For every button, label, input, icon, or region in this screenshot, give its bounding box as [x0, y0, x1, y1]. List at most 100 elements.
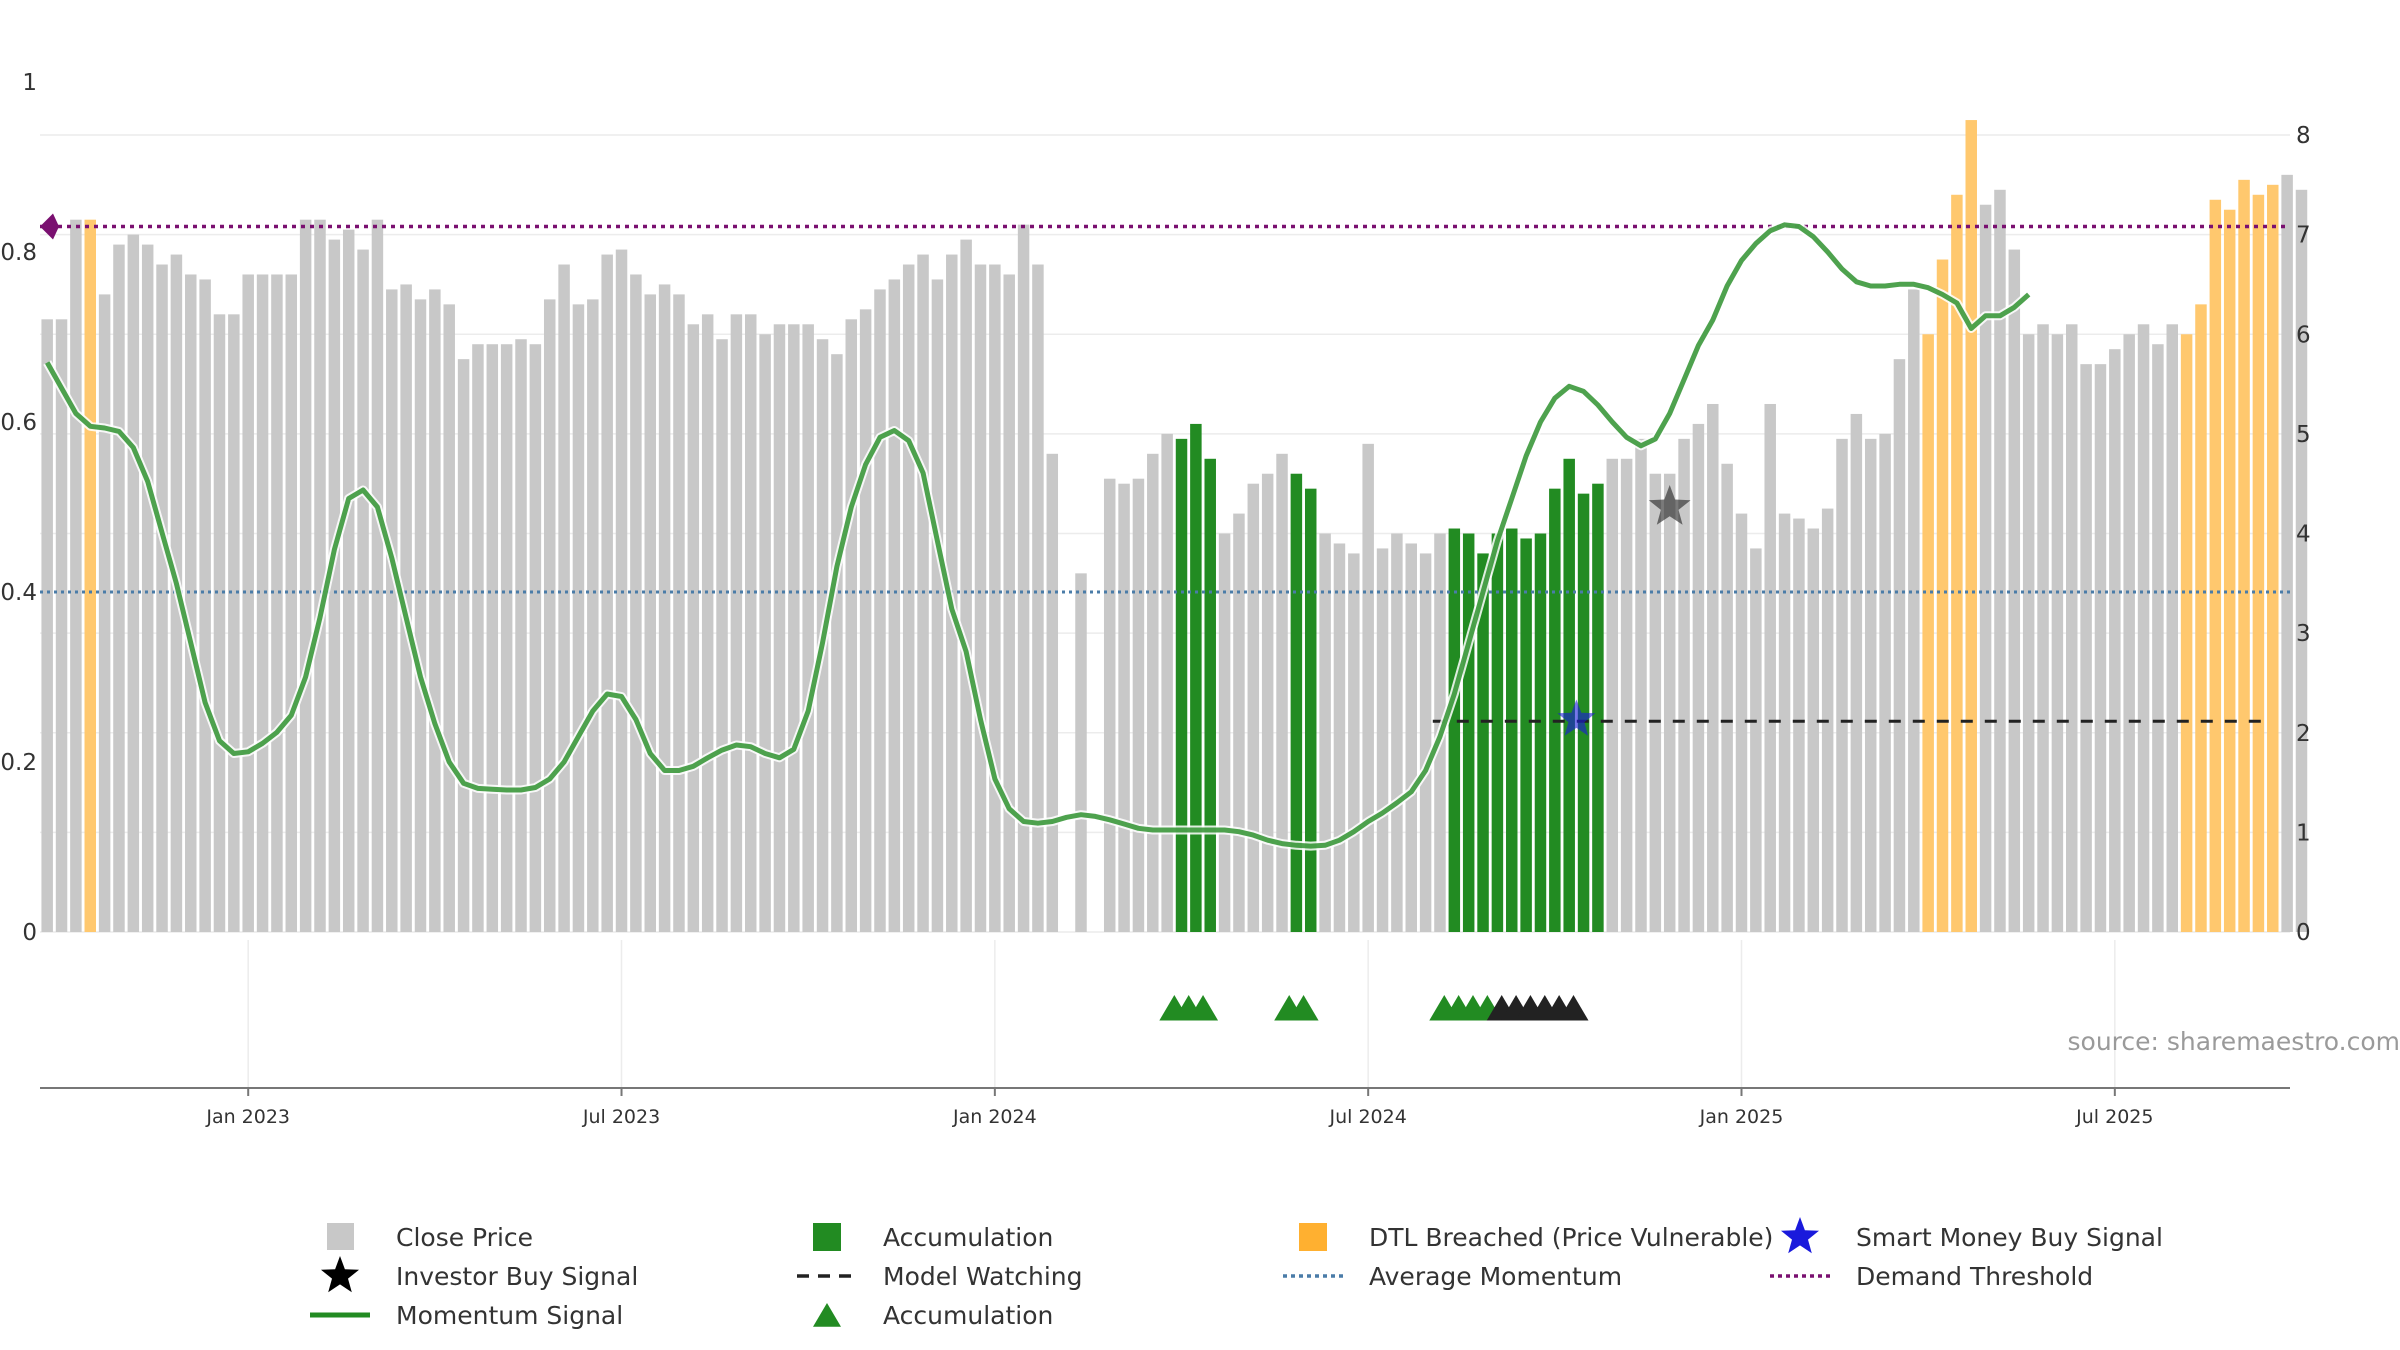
dtl-breached-bar [2238, 179, 2250, 933]
legend-label-momentum: Momentum Signal [396, 1301, 623, 1330]
close-price-bar [1649, 473, 1662, 932]
close-price-bar [1793, 518, 1805, 932]
close-price-bar [386, 289, 398, 932]
left-tick-label: 0 [22, 920, 37, 946]
close-price-bar [888, 279, 901, 932]
accumulation-triangle [1188, 995, 1219, 1021]
source-label: source: sharemaestro.com [2068, 1027, 2400, 1056]
close-price-bar [989, 264, 1001, 932]
close-price-bar [185, 274, 197, 933]
legend-label-accum_tri: Accumulation [883, 1301, 1053, 1330]
close-price-bar [242, 274, 254, 933]
accumulation-bar [1534, 533, 1547, 932]
x-tick-label: Jul 2025 [2075, 1106, 2153, 1128]
close-price-bar [1707, 403, 1719, 932]
legend-label-demand: Demand Threshold [1856, 1262, 2093, 1291]
dtl-breached-bar [2252, 194, 2265, 932]
legend-item-momentum: Momentum Signal [310, 1301, 623, 1330]
investor-buy-signal-star [1648, 485, 1691, 525]
legend-smart-money-star [1781, 1217, 1819, 1254]
legend-label-watching: Model Watching [883, 1262, 1083, 1291]
close-price-bar [802, 324, 814, 933]
close-price-bar [874, 289, 886, 932]
legend-label-accum_bar: Accumulation [883, 1223, 1053, 1252]
x-tick-label: Jan 2024 [952, 1106, 1037, 1128]
right-tick-label: 2 [2296, 721, 2311, 747]
accumulation-bar [1190, 423, 1202, 932]
close-price-bar [630, 274, 642, 933]
close-price-bar [1979, 204, 1992, 933]
close-price-bar [1046, 453, 1059, 932]
close-price-bar [543, 299, 556, 933]
close-price-bar [1836, 438, 1848, 932]
signal-markers [1159, 485, 1691, 1021]
x-tick-label: Jul 2023 [582, 1106, 660, 1128]
close-price-bar [831, 354, 843, 932]
close-price-bar [1663, 473, 1676, 932]
close-price-bar [271, 274, 283, 933]
close-price-bar [1850, 413, 1863, 932]
dtl-breached-bar [2209, 199, 2222, 933]
close-price-bar [1778, 513, 1791, 932]
right-tick-label: 6 [2296, 322, 2311, 348]
dtl-breached-bar [2180, 334, 2193, 932]
accumulation-bar [1491, 533, 1504, 932]
close-price-bar [1879, 433, 1891, 932]
left-tick-label: 1 [22, 70, 37, 96]
close-price-bar [1893, 359, 1906, 932]
x-tick-label: Jan 2023 [205, 1106, 290, 1128]
close-price-bar [1147, 453, 1159, 932]
close-price-bar [759, 334, 771, 932]
close-price-bar [1678, 438, 1690, 932]
close-price-bar [2051, 334, 2064, 932]
close-price-bar [931, 279, 944, 932]
close-price-bar [256, 274, 269, 933]
close-price-bar [587, 299, 599, 933]
close-price-bar [1032, 264, 1044, 932]
close-price-bar [788, 324, 800, 933]
close-price-bar [859, 309, 872, 932]
right-tick-label: 7 [2296, 223, 2311, 249]
close-price-bar [1333, 543, 1346, 932]
right-tick-label: 8 [2296, 123, 2311, 149]
close-price-bar [716, 339, 728, 932]
right-tick-label: 0 [2296, 920, 2311, 946]
dtl-breached-bar [1936, 259, 1949, 932]
close-price-bar [1635, 438, 1647, 932]
close-price-bar [1764, 403, 1776, 932]
accumulation-bar [1204, 458, 1216, 932]
legend-item-close: Close Price [327, 1223, 533, 1252]
close-price-bar [1247, 483, 1260, 932]
dtl-breached-bar [2195, 304, 2207, 932]
x-tick-label: Jan 2025 [1699, 1106, 1784, 1128]
dtl-breached-bar [2267, 184, 2279, 932]
close-price-bar [845, 319, 858, 932]
close-price-bar [1864, 438, 1877, 932]
close-price-bar [1807, 528, 1820, 932]
close-price-bar [558, 264, 570, 932]
accumulation-bar [1175, 438, 1188, 932]
right-tick-label: 5 [2296, 422, 2311, 448]
accumulation-triangle [1288, 995, 1319, 1021]
close-price-bar [1750, 548, 1762, 932]
close-price-bar [342, 229, 355, 933]
close-price-bar [1908, 289, 1920, 932]
close-price-bar [156, 264, 168, 932]
close-price-bar [1419, 553, 1432, 932]
accumulation-bar [1462, 533, 1475, 932]
close-price-bar [1405, 543, 1417, 932]
left-tick-label: 0.8 [0, 240, 37, 266]
close-price-bar [1606, 458, 1619, 932]
close-price-bar [299, 219, 312, 932]
close-price-bar [1261, 473, 1274, 932]
dtl-breached-bar [84, 219, 96, 932]
dtl-breached-bar [1951, 194, 1963, 932]
close-price-bar [127, 234, 140, 932]
accumulation-bar [1520, 538, 1532, 932]
close-price-bar [41, 319, 53, 932]
close-price-bar [745, 314, 757, 932]
legend-label-close: Close Price [396, 1223, 533, 1252]
close-price-bar [687, 324, 700, 933]
close-price-bar [1017, 224, 1030, 933]
close-price-bar [414, 299, 427, 933]
